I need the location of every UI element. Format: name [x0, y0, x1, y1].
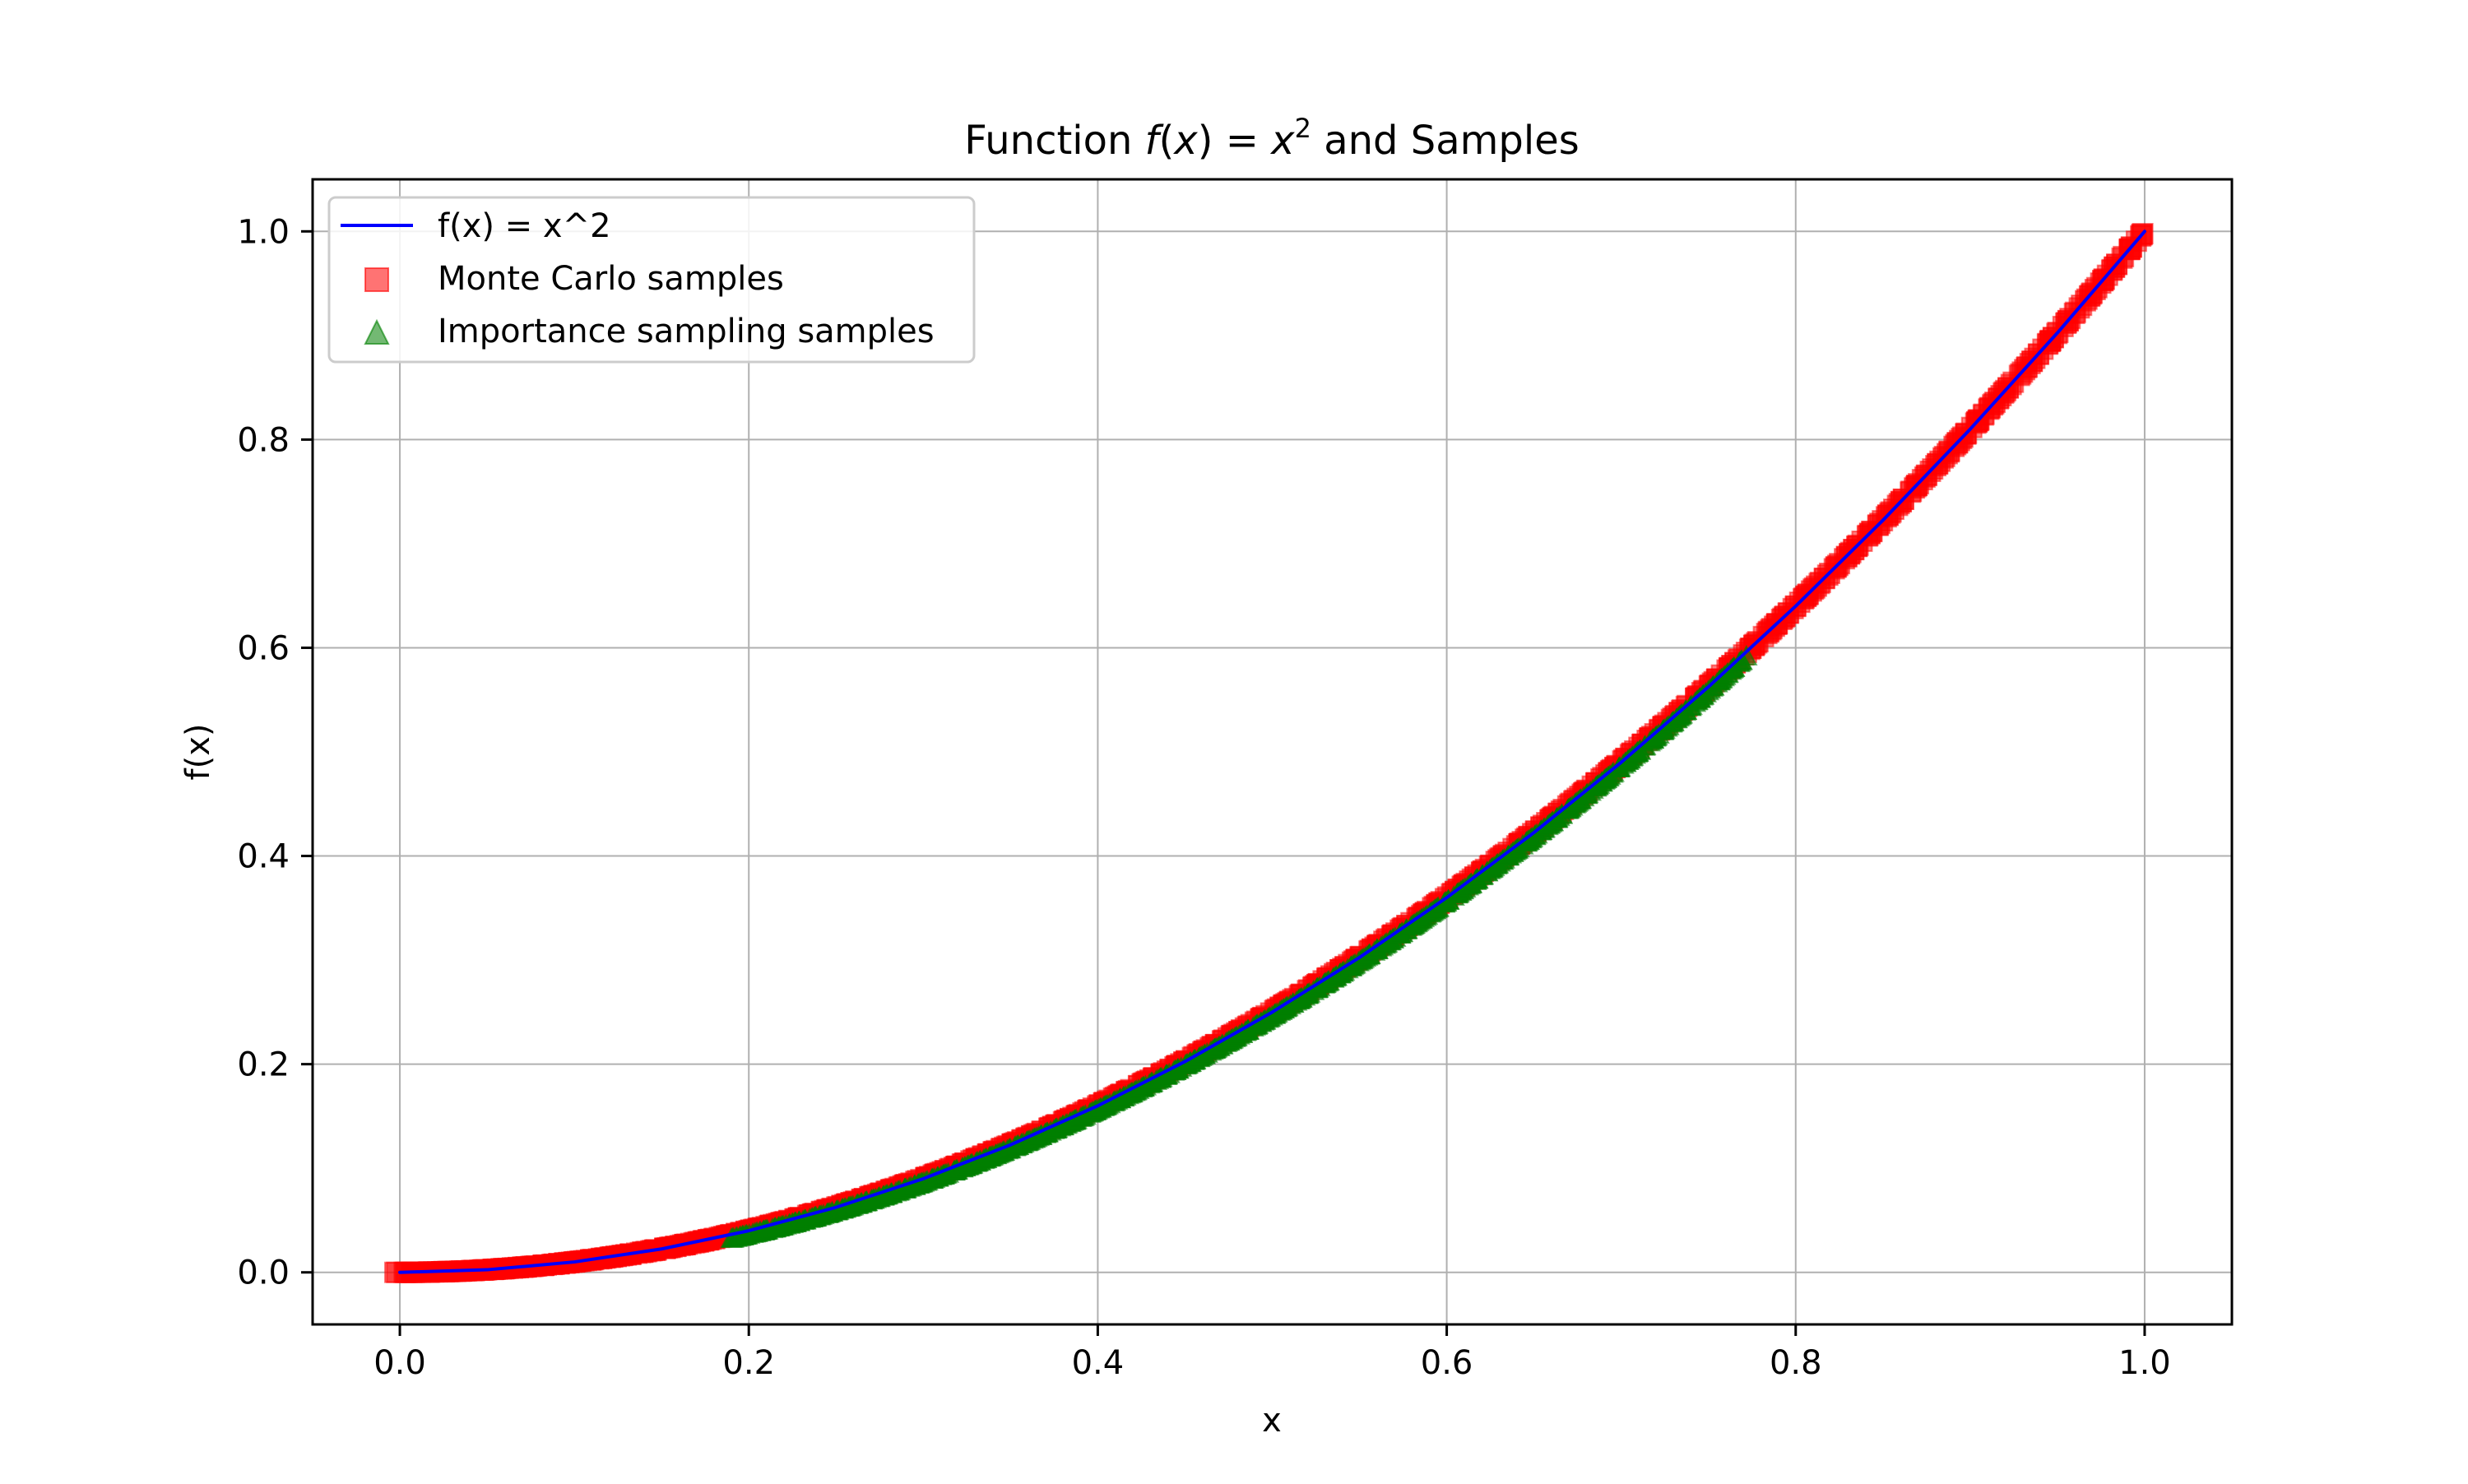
title-exp: 2 — [1295, 113, 1311, 144]
title-open: ( — [1159, 118, 1175, 164]
y-tick-label: 1.0 — [237, 213, 290, 251]
legend-square-swatch — [364, 267, 389, 292]
y-tick-label: 0.6 — [237, 629, 290, 667]
grid-lines — [313, 179, 2232, 1324]
legend-label-function: f(x) = x^2 — [438, 207, 611, 245]
title-base: x — [1269, 118, 1295, 164]
legend: f(x) = x^2 Monte Carlo samples Importanc… — [327, 196, 976, 364]
legend-triangle-swatch — [364, 318, 390, 345]
function-line-group — [398, 230, 2146, 1274]
function-line — [398, 230, 2146, 1274]
importance-sampling-points — [720, 644, 1758, 1249]
legend-label-monte-carlo: Monte Carlo samples — [438, 260, 784, 298]
x-tick-label: 0.2 — [722, 1344, 775, 1382]
chart-title: Function f(x) = x2 and Samples — [964, 113, 1580, 164]
legend-frame — [327, 196, 976, 364]
x-tick-label: 0.8 — [1770, 1344, 1822, 1382]
axes-frame — [311, 178, 2234, 1326]
x-tick-label: 1.0 — [2118, 1344, 2171, 1382]
title-suffix: and Samples — [1311, 118, 1580, 164]
legend-label-importance: Importance sampling samples — [438, 313, 935, 350]
y-axis-label: f(x) — [179, 724, 217, 781]
title-close: ) — [1198, 118, 1213, 164]
title-var: x — [1172, 118, 1198, 164]
x-tick-label: 0.0 — [373, 1344, 426, 1382]
title-eq: = — [1213, 118, 1271, 164]
y-tick-label: 0.8 — [237, 421, 290, 459]
axis-ticks: 0.0 0.2 0.4 0.6 0.8 1.0 0.0 0.2 0.4 0.6 0.8 1.0 — [237, 213, 2170, 1382]
x-tick-label: 0.4 — [1072, 1344, 1125, 1382]
y-tick-label: 0.4 — [237, 838, 290, 876]
title-prefix: Function — [964, 118, 1144, 164]
x-tick-label: 0.6 — [1421, 1344, 1473, 1382]
x-axis-label: x — [1262, 1402, 1282, 1440]
y-tick-label: 0.2 — [237, 1046, 290, 1084]
y-tick-label: 0.0 — [237, 1254, 290, 1292]
